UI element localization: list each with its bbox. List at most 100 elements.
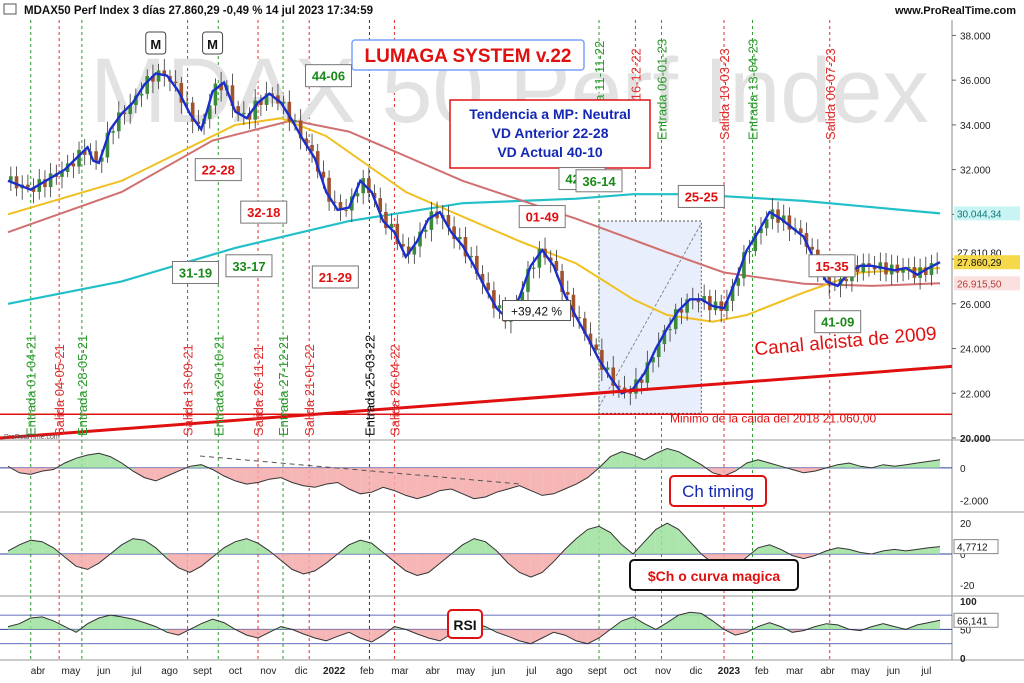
x-tick-label: feb: [360, 666, 374, 677]
candle-body: [645, 362, 650, 383]
signal-label: Salida 10-03-23: [717, 48, 732, 140]
x-tick-label: may: [61, 666, 80, 677]
indicator-fill: [746, 459, 759, 468]
candle-body: [26, 184, 30, 188]
candle-body: [253, 100, 258, 120]
indicator-fill: [76, 454, 88, 468]
score-box: [240, 200, 288, 224]
peak-marker-label: M: [207, 37, 218, 52]
x-tick-label: abr: [426, 666, 441, 677]
peak-marker-box: [145, 31, 167, 55]
x-tick-label: nov: [655, 666, 671, 677]
score-box: [305, 64, 353, 88]
signal-label: Salida 21-01-22: [302, 344, 317, 436]
candle-body: [332, 201, 337, 203]
indicator-fill: [280, 554, 293, 570]
candle-body: [446, 215, 451, 227]
info-box-line: Tendencia a MP: Neutral: [469, 106, 631, 122]
candle-body: [82, 149, 87, 155]
candle-body: [753, 233, 758, 252]
indicator-fill: [30, 616, 43, 630]
price-panel: [0, 58, 953, 440]
indicator-fill: [758, 622, 770, 630]
candle-body: [298, 120, 303, 139]
indicator-fill: [223, 541, 236, 554]
indicator-fill: [462, 467, 474, 499]
score-box-label: 32-18: [247, 205, 280, 220]
candle-body: [622, 387, 627, 392]
candle-body: [594, 344, 598, 351]
candle-body: [696, 299, 701, 303]
indicator-fill: [360, 467, 372, 494]
candle-body: [520, 291, 525, 303]
candle-body: [259, 100, 263, 105]
score-box: [677, 184, 725, 208]
indicator-fill: [223, 467, 236, 481]
candle-body: [764, 219, 769, 229]
indicator-fill: [64, 554, 77, 567]
indicator-line: [7, 522, 941, 578]
indicator-fill: [508, 629, 520, 641]
score-box: [194, 158, 242, 182]
x-tick-label: sept: [193, 666, 212, 677]
candle-body: [673, 309, 678, 330]
indicator-fill: [758, 459, 770, 468]
hamburger-icon[interactable]: [3, 3, 17, 15]
candle-body: [401, 243, 405, 247]
indicator-fill: [655, 448, 668, 468]
indicator-fill: [19, 618, 31, 630]
value-tag-label: 30.044,34: [957, 209, 1002, 220]
info-box-line: VD Actual 40-10: [497, 144, 603, 160]
candle-body: [611, 367, 616, 386]
indicator-fill: [633, 616, 645, 630]
score-box-label: 15-35: [815, 259, 848, 274]
candle-body: [293, 120, 297, 122]
candle-body: [281, 101, 286, 104]
x-tick-label: jun: [886, 666, 900, 677]
indicator-fill: [110, 456, 122, 468]
candle-body: [162, 70, 167, 77]
indicator-tick-label: 0: [960, 654, 966, 665]
candle-body: [43, 179, 47, 188]
indicator-fill: [928, 459, 940, 468]
y-tick-label: 24.000: [960, 345, 991, 356]
indicator-name-box: [447, 609, 483, 639]
candle-body: [600, 350, 604, 370]
indicator-fill: [326, 467, 338, 485]
indicator-fill: [292, 554, 304, 574]
indicator-fill: [769, 544, 781, 554]
indicator-fill: [576, 629, 588, 644]
score-box: [575, 169, 623, 193]
candle-body: [651, 357, 655, 363]
candle-body: [747, 251, 752, 253]
x-tick-label: dic: [295, 666, 308, 677]
indicator-value-tag: [953, 539, 999, 555]
candle-body: [185, 102, 189, 104]
indicator-fill: [258, 467, 270, 483]
indicator-fill: [553, 629, 565, 636]
gain-label: +39,42 %: [511, 305, 562, 319]
indicator-fill: [8, 623, 20, 630]
candle-body: [412, 246, 417, 255]
channel-line: [0, 364, 953, 440]
indicator-fill: [167, 629, 179, 636]
candle-body: [480, 273, 485, 283]
indicator-fill: [883, 623, 895, 630]
candle-body: [31, 187, 36, 192]
indicator-fill: [326, 629, 338, 641]
indicator-fill: [530, 467, 543, 496]
indicator-fill: [121, 616, 134, 630]
price-line: [7, 72, 941, 395]
chart-header-title: MDAX50 Perf Index 3 días 27.860,29 -0,49…: [24, 5, 373, 17]
indicator-fill: [564, 629, 577, 641]
x-tick-label: feb: [755, 666, 769, 677]
candle-body: [315, 151, 320, 172]
x-tick-label: jul: [131, 666, 142, 677]
indicator-tick-label: 0: [960, 464, 966, 475]
signal-label: Entrada 27-12-21: [276, 335, 291, 436]
indicator-fill: [826, 623, 838, 630]
indicator-fill: [633, 454, 645, 468]
system-title-box: [351, 39, 585, 71]
indicator-fill: [314, 554, 327, 571]
ma-red-line: [7, 119, 941, 287]
